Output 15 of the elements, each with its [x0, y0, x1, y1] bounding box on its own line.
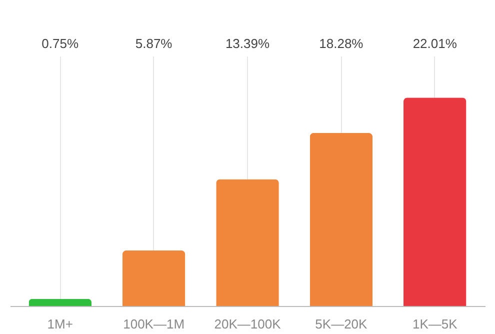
data-label: 13.39%: [225, 36, 270, 51]
data-label: 22.01%: [412, 36, 458, 51]
bar: [310, 132, 373, 306]
bar: [122, 250, 186, 306]
bar: [216, 179, 279, 306]
data-label: 18.28%: [319, 36, 364, 51]
x-tick-label: 1K—5K: [412, 316, 458, 332]
bar: [28, 298, 92, 306]
x-tick-label: 5K—20K: [315, 316, 368, 332]
x-tick-label: 20K—100K: [214, 316, 282, 332]
x-tick-label: 1M+: [47, 316, 73, 332]
x-tick-label: 100K—1M: [123, 316, 185, 332]
data-label: 5.87%: [135, 36, 173, 51]
data-label: 0.75%: [42, 36, 79, 51]
bar: [403, 98, 466, 306]
